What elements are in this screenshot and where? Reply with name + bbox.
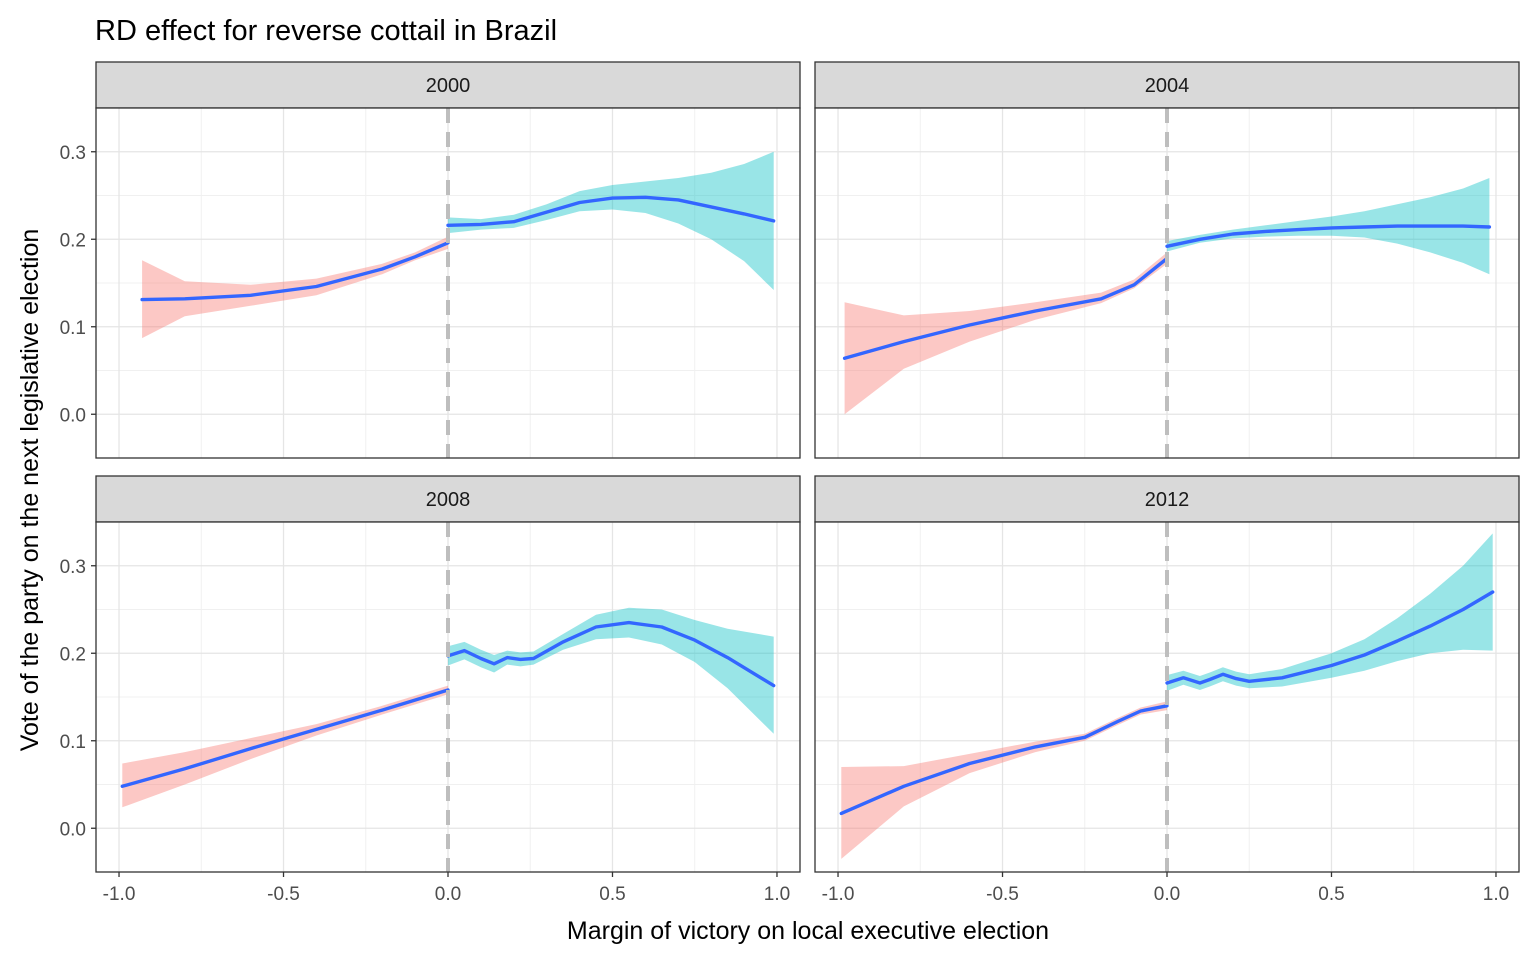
y-tick-label: 0.0 <box>60 819 86 840</box>
fitted-line-right <box>446 620 776 688</box>
fitted-line-right <box>446 195 776 228</box>
confidence-ribbon-left <box>844 252 1167 415</box>
confidence-ribbon-right <box>1167 533 1493 691</box>
fitted-line-left <box>120 688 450 788</box>
facet-strip-label: 2008 <box>426 489 471 511</box>
fitted-line-left <box>140 241 450 302</box>
facet-panel-2004: 2004 <box>814 61 1520 459</box>
x-tick-label: -1.0 <box>822 884 855 905</box>
x-axis-title: Margin of victory on local executive ele… <box>567 917 1049 945</box>
chart-title: RD effect for reverse cottail in Brazil <box>95 15 557 47</box>
confidence-ribbon-left <box>841 701 1167 859</box>
y-tick-label: 0.3 <box>60 143 86 164</box>
x-tick-label: 0.5 <box>1318 884 1344 905</box>
facet-panel-2012: 2012 -1.0 -0.5 0.0 0.5 1.0 <box>814 475 1520 905</box>
y-tick-label: 0.3 <box>60 557 86 578</box>
facet-panels: 2000 0.0 0.1 0.2 0.3 2004 2008 0.0 0.1 0.2 0.3 -1.0… <box>60 61 1520 905</box>
facet-strip-label: 2000 <box>426 75 471 97</box>
fitted-line-right <box>1165 590 1495 685</box>
confidence-ribbon-right <box>448 151 774 290</box>
y-tick-label: 0.0 <box>60 405 86 426</box>
x-tick-label: 1.0 <box>764 884 790 905</box>
facet-strip-label: 2012 <box>1145 489 1190 511</box>
confidence-ribbon-right <box>1167 178 1490 275</box>
y-tick-label: 0.2 <box>60 230 86 251</box>
fitted-line-right <box>1165 224 1492 249</box>
y-tick-label: 0.2 <box>60 644 86 665</box>
x-tick-label: 0.0 <box>1154 884 1180 905</box>
facet-strip <box>95 61 801 109</box>
fitted-line-left <box>839 704 1169 816</box>
x-tick-label: 0.0 <box>435 884 461 905</box>
panel-border <box>95 107 801 459</box>
x-tick-label: -1.0 <box>103 884 136 905</box>
y-axis-title: Vote of the party on the next legislativ… <box>16 229 44 752</box>
y-tick-label: 0.1 <box>60 318 86 339</box>
panel-border <box>814 107 1520 459</box>
fitted-line-left <box>842 256 1169 360</box>
x-tick-label: -0.5 <box>267 884 300 905</box>
x-tick-label: -0.5 <box>986 884 1019 905</box>
facet-panel-2000: 2000 0.0 0.1 0.2 0.3 <box>60 61 801 459</box>
y-tick-label: 0.1 <box>60 732 86 753</box>
facet-panel-2008: 2008 0.0 0.1 0.2 0.3 -1.0 -0.5 0.0 0.5 1.0 <box>60 475 801 905</box>
confidence-ribbon-left <box>142 236 448 339</box>
x-tick-label: 1.0 <box>1483 884 1509 905</box>
facet-strip-label: 2004 <box>1145 75 1190 97</box>
x-tick-label: 0.5 <box>599 884 625 905</box>
facet-strip <box>95 475 801 523</box>
